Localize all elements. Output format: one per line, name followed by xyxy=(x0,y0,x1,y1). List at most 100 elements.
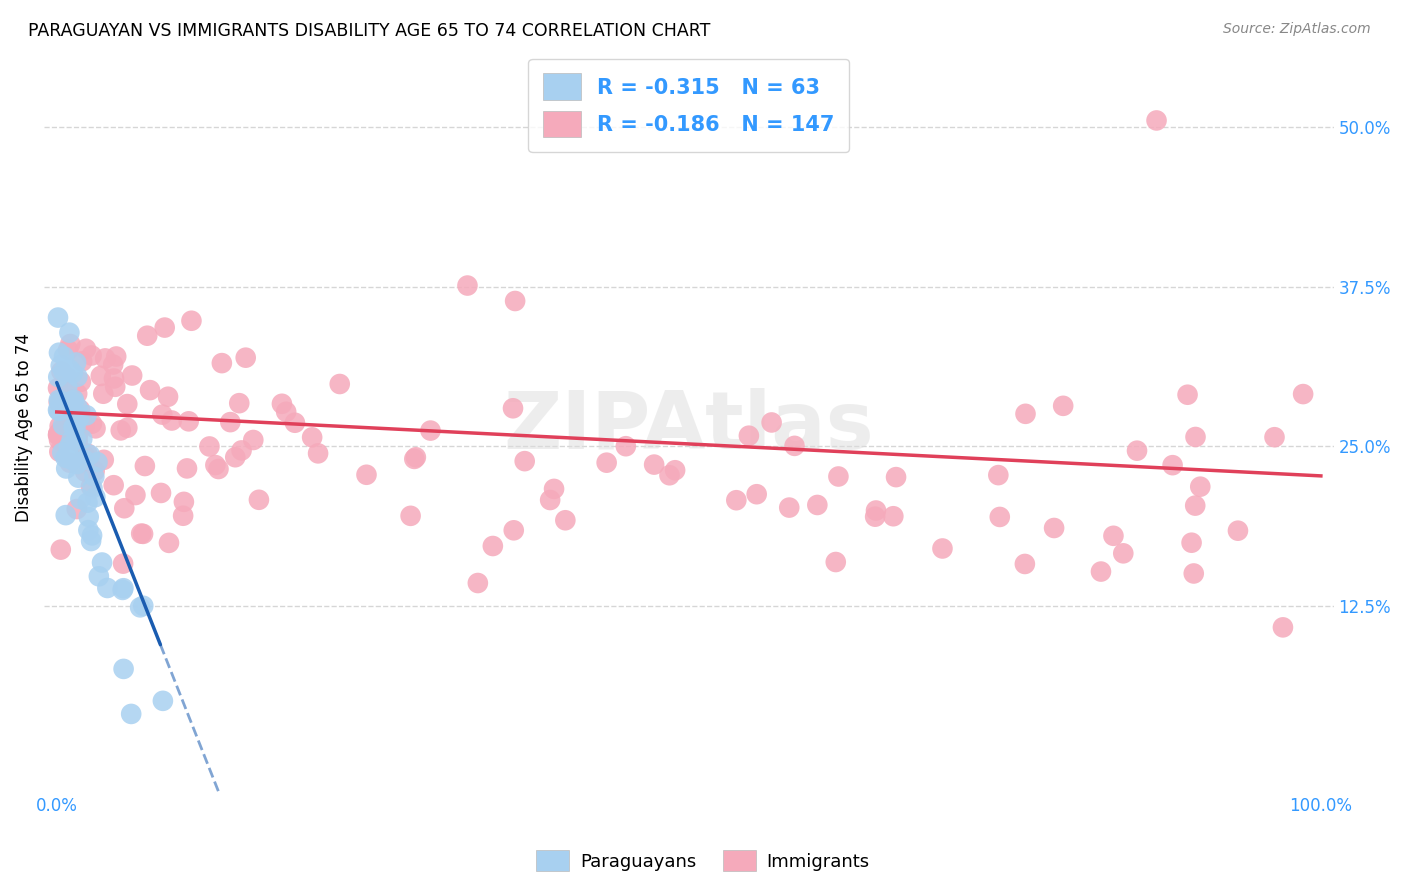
Point xyxy=(62,392,84,407)
Point xyxy=(58,326,80,340)
Point xyxy=(482,539,505,553)
Point xyxy=(112,581,135,595)
Point xyxy=(48,444,70,458)
Point xyxy=(66,386,89,401)
Point xyxy=(48,404,70,418)
Point xyxy=(117,421,139,435)
Point xyxy=(404,451,426,466)
Point xyxy=(56,380,79,394)
Point xyxy=(46,310,69,325)
Point xyxy=(1014,407,1036,421)
Point xyxy=(247,492,270,507)
Point xyxy=(46,427,69,442)
Point xyxy=(48,395,70,409)
Point xyxy=(63,392,86,407)
Point xyxy=(1292,387,1315,401)
Point xyxy=(1102,529,1125,543)
Point xyxy=(1180,535,1202,549)
Text: PARAGUAYAN VS IMMIGRANTS DISABILITY AGE 65 TO 74 CORRELATION CHART: PARAGUAYAN VS IMMIGRANTS DISABILITY AGE … xyxy=(28,22,710,40)
Point xyxy=(136,328,159,343)
Point xyxy=(55,398,77,412)
Legend: Paraguayans, Immigrants: Paraguayans, Immigrants xyxy=(529,843,877,879)
Point xyxy=(207,462,229,476)
Point xyxy=(46,370,69,384)
Point xyxy=(124,488,146,502)
Point xyxy=(112,501,135,516)
Point xyxy=(56,399,79,413)
Point xyxy=(80,534,103,549)
Point xyxy=(153,320,176,334)
Point xyxy=(69,402,91,417)
Point xyxy=(543,482,565,496)
Point xyxy=(112,557,135,571)
Point xyxy=(502,401,524,416)
Point xyxy=(1184,430,1206,444)
Point xyxy=(554,513,576,527)
Point xyxy=(761,416,783,430)
Point xyxy=(80,349,103,363)
Point xyxy=(60,433,83,447)
Point xyxy=(1271,620,1294,634)
Point xyxy=(988,510,1011,524)
Point xyxy=(53,434,76,448)
Point xyxy=(70,375,93,389)
Point xyxy=(51,445,73,459)
Point xyxy=(228,396,250,410)
Point xyxy=(66,434,89,449)
Point xyxy=(66,457,89,471)
Point xyxy=(46,426,69,441)
Point xyxy=(456,278,478,293)
Point xyxy=(356,467,378,482)
Point xyxy=(219,415,242,429)
Point xyxy=(66,369,89,384)
Point xyxy=(1189,480,1212,494)
Point xyxy=(93,452,115,467)
Legend: R = -0.315   N = 63, R = -0.186   N = 147: R = -0.315 N = 63, R = -0.186 N = 147 xyxy=(529,59,849,152)
Point xyxy=(152,694,174,708)
Point xyxy=(112,662,135,676)
Point xyxy=(76,409,98,423)
Point xyxy=(134,458,156,473)
Point xyxy=(60,402,83,417)
Point xyxy=(52,418,75,433)
Point xyxy=(65,355,87,369)
Point xyxy=(79,448,101,462)
Point xyxy=(111,582,134,597)
Y-axis label: Disability Age 65 to 74: Disability Age 65 to 74 xyxy=(15,333,32,522)
Point xyxy=(72,432,94,446)
Point xyxy=(1161,458,1184,472)
Point xyxy=(55,508,77,523)
Point xyxy=(86,455,108,469)
Point xyxy=(150,486,173,500)
Point xyxy=(75,465,97,479)
Point xyxy=(1052,399,1074,413)
Point xyxy=(65,419,87,434)
Point xyxy=(77,509,100,524)
Point xyxy=(503,293,526,308)
Point xyxy=(75,342,97,356)
Point xyxy=(62,420,84,434)
Point xyxy=(276,405,298,419)
Point xyxy=(204,458,226,472)
Point xyxy=(211,356,233,370)
Point xyxy=(1043,521,1066,535)
Point xyxy=(66,431,89,445)
Point xyxy=(84,421,107,435)
Point xyxy=(80,528,103,542)
Point xyxy=(46,403,69,417)
Point xyxy=(84,490,107,504)
Point xyxy=(863,509,886,524)
Point xyxy=(827,469,849,483)
Point xyxy=(80,417,103,431)
Point xyxy=(94,351,117,366)
Text: ZIPAtlas: ZIPAtlas xyxy=(503,388,875,467)
Point xyxy=(49,359,72,373)
Point xyxy=(77,523,100,537)
Point xyxy=(66,401,89,415)
Point xyxy=(1112,546,1135,560)
Point xyxy=(1184,499,1206,513)
Point xyxy=(284,416,307,430)
Point xyxy=(46,428,69,442)
Point xyxy=(1182,566,1205,581)
Point xyxy=(307,446,329,460)
